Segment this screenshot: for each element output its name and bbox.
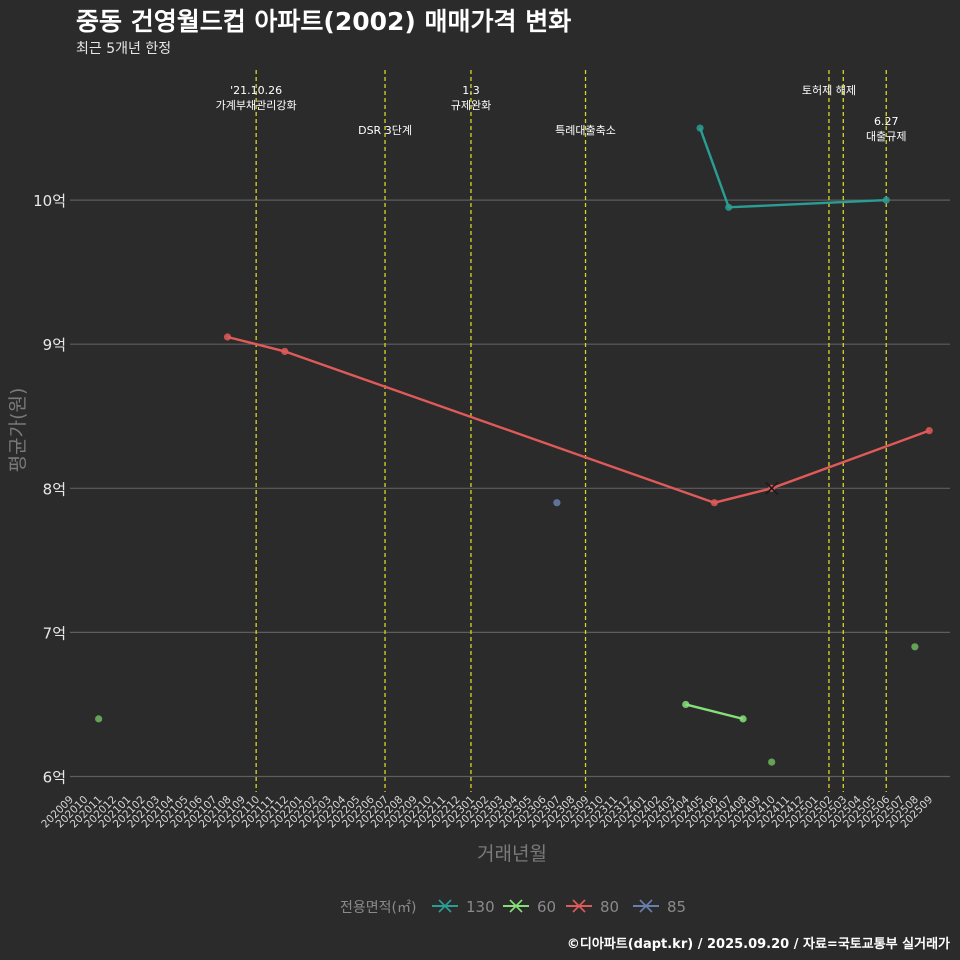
- legend-marker-60: [509, 899, 523, 913]
- data-point-80: [281, 347, 289, 356]
- legend-marker-80: [572, 899, 586, 913]
- data-point-60: [682, 700, 690, 709]
- y-tick-label: 10억: [33, 192, 66, 210]
- data-point-85: [553, 499, 561, 507]
- series-line-80: [227, 335, 930, 504]
- event-label: 가계부채관리강화: [216, 99, 297, 112]
- y-tick-label: 8억: [43, 480, 66, 498]
- series-line-60: [685, 703, 744, 721]
- legend-label-130: 130: [466, 898, 495, 916]
- data-point-single: [768, 758, 776, 766]
- data-point-130: [725, 203, 733, 211]
- legend-label-85: 85: [667, 898, 686, 916]
- event-label: 토허제 해제: [802, 83, 856, 97]
- y-tick-label: 9억: [43, 336, 66, 354]
- series-line-130: [698, 127, 887, 209]
- data-point-130: [696, 124, 704, 132]
- event-label: 규제완화: [451, 99, 491, 112]
- legend-label-80: 80: [600, 898, 619, 916]
- data-point-single: [95, 715, 103, 723]
- data-point-80: [223, 333, 232, 341]
- event-label: '21.10.26: [230, 84, 282, 97]
- chart-title: 중동 건영월드컵 아파트(2002) 매매가격 변화: [76, 7, 572, 36]
- data-point-60: [739, 715, 747, 723]
- data-point-130: [882, 196, 890, 204]
- event-label: 1.3: [462, 84, 480, 97]
- legend-label-60: 60: [537, 898, 556, 916]
- x-axis-title: 거래년월: [477, 843, 547, 865]
- data-point-80: [925, 427, 933, 435]
- legend-marker-85: [639, 899, 653, 913]
- y-tick-label: 7억: [43, 624, 66, 642]
- y-axis-title: 평균가(원): [7, 388, 29, 473]
- legend-marker-130: [438, 899, 452, 913]
- legend-title: 전용면적(㎡): [340, 900, 416, 916]
- data-point-80: [710, 499, 719, 507]
- y-tick-label: 6억: [43, 769, 66, 787]
- event-label: 대출규제: [866, 130, 906, 143]
- event-label: 특례대출축소: [555, 124, 616, 137]
- event-label: 6.27: [874, 115, 899, 128]
- source-caption: ©디아파트(dapt.kr) / 2025.09.20 / 자료=국토교통부 실…: [566, 937, 950, 952]
- cross-marker: [765, 481, 779, 495]
- event-label: DSR 3단계: [358, 124, 412, 137]
- data-point-single: [911, 643, 919, 651]
- chart-subtitle: 최근 5개년 한정: [76, 41, 172, 57]
